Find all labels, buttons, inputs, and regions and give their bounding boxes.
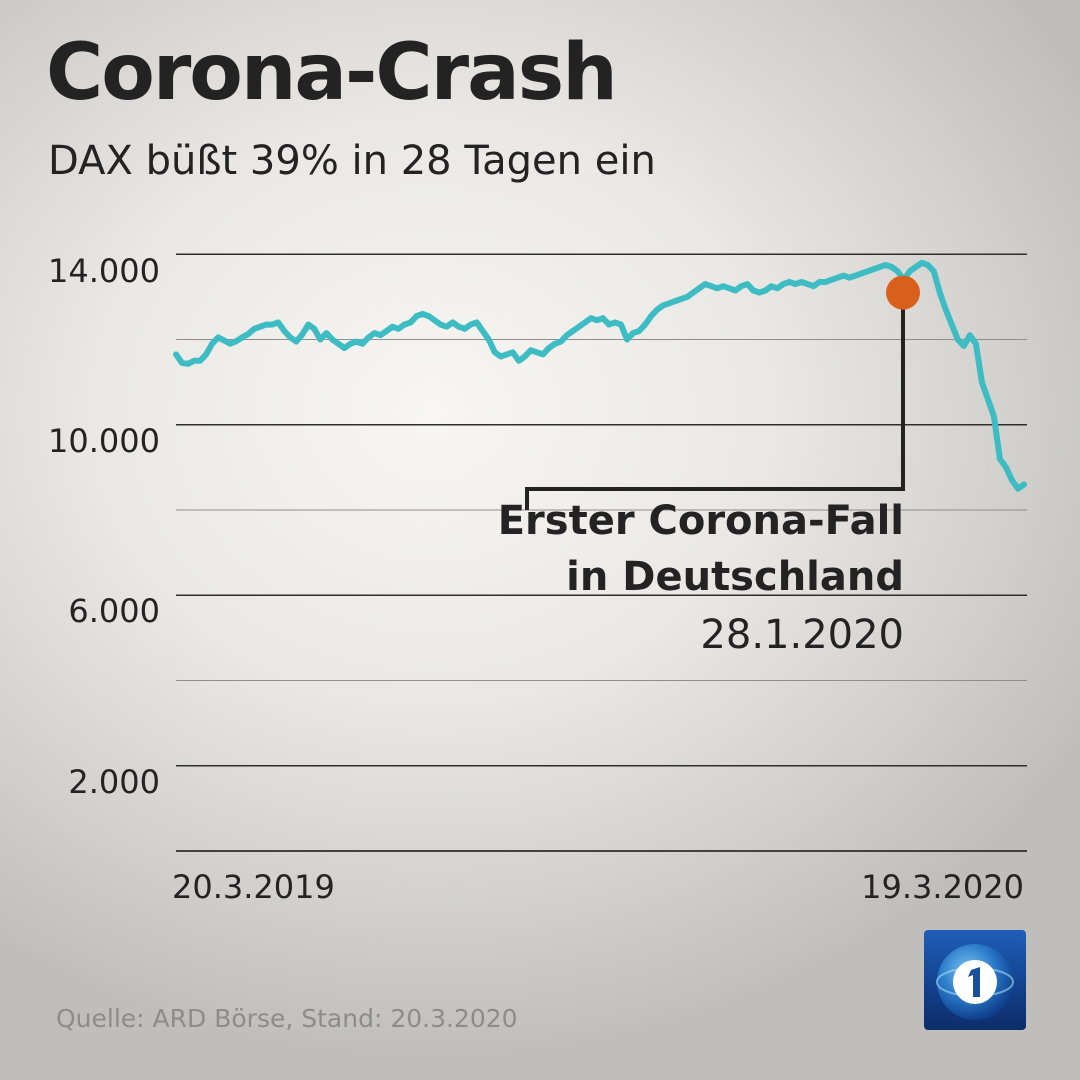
y-tick-label-6000: 6.000 [68, 592, 160, 630]
y-tick-label-2000: 2.000 [68, 763, 160, 801]
source-note: Quelle: ARD Börse, Stand: 20.3.2020 [56, 1004, 518, 1033]
annotation-marker [886, 275, 920, 310]
series-line-dax [173, 259, 1027, 492]
tagesschau-1-logo-icon [936, 944, 1014, 1020]
axis-labels: 14.000 10.000 6.000 2.000 20.3.2019 19.3… [48, 252, 1024, 906]
grid-layer [176, 253, 1027, 852]
x-tick-label-start: 20.3.2019 [172, 868, 335, 906]
x-tick-label-end: 19.3.2020 [861, 868, 1024, 906]
y-tick-label-14000: 14.000 [48, 252, 160, 290]
annotation-callout: Erster Corona-Fall in Deutschland 28.1.2… [498, 292, 905, 658]
annotation-line-2: in Deutschland [566, 554, 904, 600]
annotation-line-1: Erster Corona-Fall [498, 498, 904, 544]
callout-leader-line [525, 292, 905, 510]
tagesschau-logo [924, 930, 1026, 1030]
chart-subtitle: DAX büßt 39% in 28 Tagen ein [48, 138, 656, 184]
chart-title: Corona-Crash [46, 28, 618, 118]
annotation-date: 28.1.2020 [700, 612, 904, 658]
y-tick-label-10000: 10.000 [48, 422, 160, 460]
